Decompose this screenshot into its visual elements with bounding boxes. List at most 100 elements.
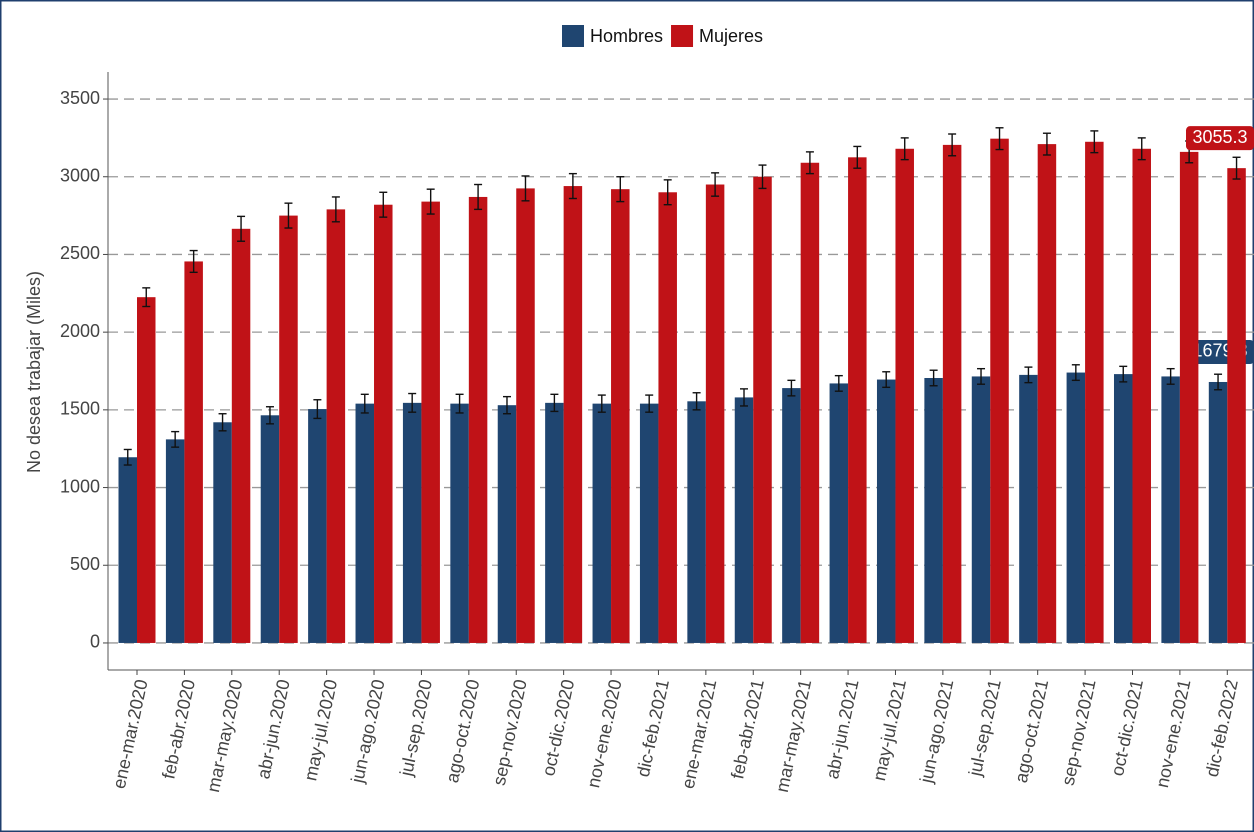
- error-bar: [408, 392, 417, 413]
- bar: [137, 297, 156, 643]
- error-bar: [977, 367, 986, 385]
- x-tick-label: dic-feb.2022: [1202, 678, 1242, 779]
- bar: [468, 196, 488, 643]
- x-tick-label: jul-sep.2021: [965, 678, 1005, 779]
- bar: [326, 209, 346, 643]
- bar: [545, 402, 564, 643]
- bar: [829, 383, 849, 643]
- bar: [734, 397, 754, 643]
- error-bar: [645, 394, 654, 413]
- bar: [374, 204, 393, 643]
- bar: [1113, 374, 1133, 643]
- legend-swatch: [671, 25, 694, 47]
- x-tick-label: nov-ene.2021: [1152, 678, 1194, 790]
- bar: [118, 457, 138, 643]
- error-bar: [1042, 132, 1051, 156]
- x-tick-label: oct-dic.2020: [538, 678, 578, 778]
- bar: [231, 228, 251, 643]
- error-bar: [284, 202, 293, 229]
- error-bar: [331, 196, 340, 223]
- x-tick-label: may-jul.2020: [300, 678, 341, 783]
- error-bar: [1119, 365, 1128, 383]
- error-bar: [616, 176, 625, 203]
- bar: [705, 184, 725, 643]
- x-tick-label: feb-abr.2020: [158, 678, 199, 781]
- error-bar: [360, 393, 369, 414]
- error-bar: [521, 175, 530, 202]
- x-tick-label: sep-nov.2021: [1058, 678, 1100, 788]
- bar: [895, 148, 914, 643]
- bar: [753, 176, 772, 643]
- error-bar: [929, 369, 938, 387]
- error-bar: [379, 191, 388, 218]
- error-bar: [313, 399, 322, 420]
- bar: [848, 157, 867, 643]
- error-bar: [948, 133, 957, 157]
- bar: [279, 215, 298, 643]
- error-bar: [758, 164, 767, 190]
- error-bar: [740, 388, 749, 407]
- bar: [1066, 372, 1086, 643]
- error-bar: [1137, 137, 1146, 161]
- error-bar: [882, 371, 891, 389]
- bar: [639, 403, 659, 643]
- bar: [658, 192, 677, 643]
- x-tick-label: ago-oct.2020: [442, 678, 483, 785]
- x-tick-label: may-jul.2021: [869, 678, 910, 783]
- error-bar: [1214, 373, 1223, 391]
- x-tick-label: ene-mar.2021: [678, 678, 721, 791]
- bar: [450, 403, 469, 643]
- x-tick-label: oct-dic.2021: [1107, 678, 1147, 778]
- bar: [260, 415, 280, 643]
- y-tick-label: 2500: [60, 243, 100, 263]
- error-bar: [189, 249, 198, 274]
- legend-label: Mujeres: [699, 26, 763, 46]
- bar: [782, 388, 801, 643]
- error-bar: [502, 395, 511, 415]
- bar: [1161, 376, 1180, 643]
- error-bar: [692, 392, 701, 411]
- y-tick-label: 1000: [60, 476, 100, 496]
- value-label: 3055.3: [1192, 127, 1247, 147]
- y-tick-label: 3500: [60, 88, 100, 108]
- error-bar: [123, 448, 132, 466]
- bar: [971, 376, 991, 643]
- error-bar: [1232, 156, 1241, 180]
- bar: [402, 402, 422, 643]
- bar: [497, 405, 517, 643]
- x-tick-label: abr-jun.2021: [822, 678, 863, 781]
- error-bar: [663, 179, 672, 206]
- x-tick-label: jun-ago.2020: [347, 678, 389, 786]
- bar: [1208, 381, 1228, 643]
- x-tick-label: abr-jun.2020: [253, 678, 294, 781]
- bar: [421, 201, 440, 643]
- x-tick-label: jul-sep.2020: [396, 678, 436, 779]
- x-tick-label: dic-feb.2021: [633, 678, 673, 779]
- error-bar: [550, 393, 559, 413]
- error-bar: [218, 413, 227, 432]
- y-tick-label: 2000: [60, 321, 100, 341]
- error-bar: [1024, 366, 1033, 384]
- bar: [687, 401, 706, 643]
- bar: [942, 144, 962, 643]
- bar: [1019, 374, 1038, 643]
- error-bar: [237, 215, 246, 242]
- error-bar: [265, 406, 274, 425]
- legend-swatch: [562, 25, 584, 47]
- bar: [516, 188, 535, 643]
- error-bar: [568, 172, 577, 200]
- error-bar: [834, 374, 843, 392]
- x-tick-label: mar-may.2021: [772, 678, 815, 794]
- error-bar: [900, 137, 909, 161]
- bar: [1037, 144, 1057, 643]
- error-bar: [711, 172, 720, 197]
- error-bar: [142, 287, 151, 308]
- x-tick-label: feb-abr.2021: [727, 678, 768, 781]
- error-bar: [171, 430, 180, 448]
- bar: [1179, 151, 1199, 643]
- bar: [876, 379, 896, 643]
- y-tick-label: 3000: [60, 165, 100, 185]
- x-tick-label: jun-ago.2021: [916, 678, 958, 786]
- bar: [924, 377, 943, 643]
